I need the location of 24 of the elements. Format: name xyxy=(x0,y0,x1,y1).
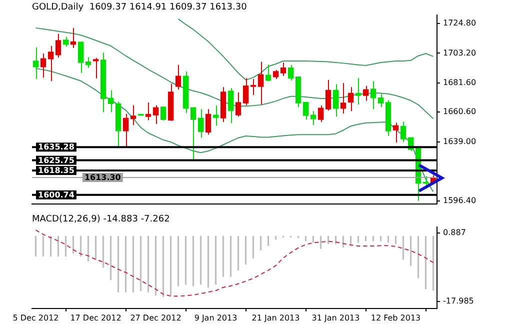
x-tick-label: 21 Jan 2013 xyxy=(252,313,300,322)
x-tick-label: 27 Dec 2012 xyxy=(130,313,182,322)
x-tick-label: 12 Feb 2013 xyxy=(370,313,421,322)
y-tick-label: 1639.00 xyxy=(443,137,476,146)
y-tick-label: 1681.60 xyxy=(443,78,476,88)
ref-line-label: 1635.28 xyxy=(38,142,75,152)
x-tick-label: 31 Jan 2013 xyxy=(312,313,360,322)
chart-title: GOLD,Daily 1609.37 1614.91 1609.37 1613.30 xyxy=(32,2,248,13)
ref-line-label: 1600.74 xyxy=(38,190,75,200)
y-tick-label: 1596.40 xyxy=(443,196,476,205)
y-tick-label: 0.887 xyxy=(443,228,466,238)
y-tick-label: -17.985 xyxy=(443,296,474,306)
candlestick xyxy=(92,57,99,79)
y-tick-label: 1703.20 xyxy=(443,48,476,58)
x-tick-label: 5 Dec 2012 xyxy=(12,313,59,322)
x-tick-label: 9 Jan 2013 xyxy=(194,313,238,322)
y-tick-label: 1724.80 xyxy=(443,18,476,28)
ref-line-label: 1613.30 xyxy=(84,173,122,182)
chart-title: MACD(12,26,9) -14.883 -7.262 xyxy=(32,214,170,225)
ref-line-label: 1618.35 xyxy=(38,166,75,176)
ref-line-label: 1625.75 xyxy=(38,156,75,165)
line-series xyxy=(35,230,434,297)
x-tick-label: 17 Dec 2012 xyxy=(70,313,122,322)
y-tick-label: 1660.60 xyxy=(443,107,476,116)
